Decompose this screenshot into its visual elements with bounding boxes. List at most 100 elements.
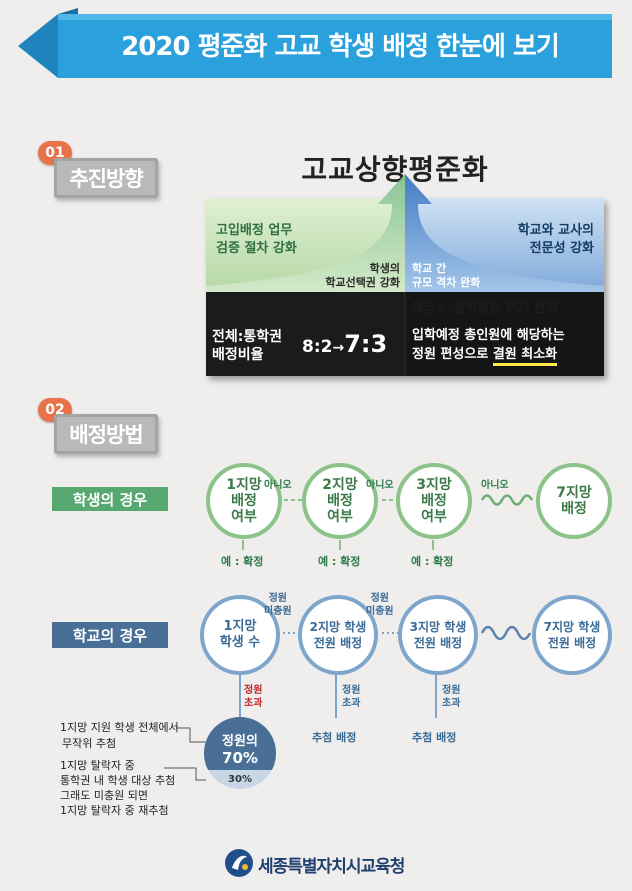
lottery-2: 추첨 배정: [312, 731, 357, 744]
left-header-line-2: 검증 절차 강화: [216, 241, 297, 256]
choice-from-number: 3: [300, 298, 311, 316]
under-1-line-1: 정원: [268, 593, 287, 604]
school-step-7-line-2: 전원 배정: [547, 636, 597, 650]
student-no-1: 아니오: [264, 480, 292, 491]
note-b: 1지망 탈락자 중 통학권 내 학생 대상 추첨 그래도 미충원 되면 1지망 …: [60, 758, 175, 818]
school-step-1-line-1: 1지망: [223, 619, 257, 634]
student-step-1-line-2: 배정: [231, 493, 257, 509]
school-step-2-line-2: 전원 배정: [313, 636, 363, 650]
left-sub-line-2: 학교선택권 강화: [325, 276, 400, 289]
student-case-label: 학생의 경우: [52, 487, 168, 511]
over-2-line-2: 초과: [342, 698, 361, 709]
direction-panel-graphic: [206, 174, 604, 376]
over-3-line-1: 정원: [442, 685, 461, 696]
vacancy-line-2a: 정원 편성으로: [412, 347, 493, 362]
ratio-arrow: →: [332, 340, 345, 356]
note-b-line-3: 그래도 미충원 되면: [60, 789, 148, 802]
student-choice-change: 3지망→7지망: [300, 290, 404, 318]
ratio-label-line-1: 전체:통학권: [212, 329, 282, 345]
choice-to-unit: 지망: [356, 304, 375, 315]
note-b-line-1: 1지망 탈락자 중: [60, 759, 135, 772]
right-sub-note: 학교 간 규모 격차 완화: [412, 262, 480, 290]
flow-connectors: [164, 494, 534, 781]
pie-label-line-2: 70%: [222, 749, 258, 767]
pie-label: 정원의 70%: [203, 733, 277, 767]
student-step-2-line-1: 2지망: [322, 477, 358, 493]
lottery-3: 추첨 배정: [412, 731, 457, 744]
left-header-line-1: 고입배정 업무: [216, 223, 293, 238]
right-header-line-1: 학교와 교사의: [517, 223, 594, 238]
note-b-line-2: 통학권 내 학생 대상 추첨: [60, 774, 176, 787]
student-step-2: 2지망 배정 여부: [302, 463, 378, 539]
over-3-line-2: 초과: [442, 698, 461, 709]
section-1-label: 추진방향: [54, 158, 158, 198]
student-no-2: 아니오: [366, 480, 394, 491]
left-sub-note: 학생의 학교선택권 강화: [300, 262, 400, 290]
vacancy-line-2: 정원 편성으로 결원 최소화: [412, 345, 565, 366]
education-office-logo-icon: [225, 849, 253, 877]
student-step-3: 3지망 배정 여부: [396, 463, 472, 539]
ratio-from: 8:2: [302, 337, 333, 357]
class-size-balance: 학급수·입학정원 편차 완화: [412, 301, 558, 316]
school-step-7-line-1: 7지망 학생: [543, 620, 601, 634]
left-direction-header: 고입배정 업무 검증 절차 강화: [216, 222, 297, 258]
student-step-7: 7지망 배정: [536, 463, 612, 539]
right-header-line-2: 전문성 강화: [529, 241, 594, 256]
student-step-1-line-3: 여부: [231, 509, 257, 525]
student-step-2-line-2: 배정: [327, 493, 353, 509]
vacancy-highlight: 결원 최소화: [492, 347, 558, 366]
choice-to-number: 7: [339, 290, 357, 318]
student-step-3-line-2: 배정: [421, 493, 447, 509]
footer-org: 세종특별자치시교육청: [258, 857, 405, 877]
student-step-3-line-1: 3지망: [416, 477, 452, 493]
school-step-3-line-2: 전원 배정: [413, 636, 463, 650]
school-step-1: 1지망 학생 수: [200, 595, 280, 675]
over-2-line-1: 정원: [342, 685, 361, 696]
quota-pie: [203, 717, 277, 789]
student-step-7-line-1: 7지망: [556, 485, 592, 501]
student-step-1-line-1: 1지망: [226, 477, 262, 493]
student-step-1: 1지망 배정 여부: [206, 463, 282, 539]
student-step-3-line-3: 여부: [421, 509, 447, 525]
title-banner-shape: [18, 8, 612, 78]
student-yes-2: 예 : 확정: [318, 555, 361, 568]
student-step-7-line-2: 배정: [561, 501, 587, 517]
ratio-change: 8:2→7:3: [302, 330, 387, 358]
right-sub-line-1: 학교 간: [412, 262, 447, 275]
right-sub-line-2: 규모 격차 완화: [412, 276, 481, 289]
page-title: 2020 평준화 고교 학생 배정 한눈에 보기: [121, 31, 560, 62]
student-yes-1: 예 : 확정: [221, 555, 264, 568]
section-1-number: 01: [38, 141, 72, 165]
pie-small-label: 30%: [228, 774, 252, 785]
over-1-line-1: 정원: [244, 685, 263, 696]
school-step-2: 2지망 학생 전원 배정: [298, 595, 378, 675]
under-2-line-1: 정원: [370, 593, 389, 604]
over-1-line-2: 초과: [244, 698, 263, 709]
choice-from-unit: 지망: [310, 304, 329, 315]
school-step-3-line-1: 3지망 학생: [409, 620, 467, 634]
note-b-line-4: 1지망 탈락자 중 재추첨: [60, 804, 169, 817]
student-yes-3: 예 : 확정: [411, 555, 454, 568]
student-step-2-line-3: 여부: [327, 509, 353, 525]
vacancy-line-1: 입학예정 총인원에 해당하는: [412, 328, 565, 343]
choice-arrow: →: [328, 301, 340, 316]
pie-label-line-1: 정원의: [222, 734, 258, 749]
under-1-line-2: 미충원: [264, 606, 292, 617]
note-a: 1지망 지원 학생 전체에서 무작위 추첨: [60, 720, 179, 752]
under-2-line-2: 미충원: [366, 606, 394, 617]
school-case-label: 학교의 경우: [52, 622, 168, 648]
section-2-label: 배정방법: [54, 414, 158, 454]
note-a-line-2: 무작위 추첨: [62, 737, 117, 750]
vacancy-minimize: 입학예정 총인원에 해당하는 정원 편성으로 결원 최소화: [412, 326, 565, 366]
ratio-label: 전체:통학권 배정비율: [212, 328, 282, 364]
school-step-1-line-2: 학생 수: [219, 635, 261, 650]
student-no-3: 아니오: [481, 480, 509, 491]
student-choice-label: 학생지망: [212, 300, 264, 316]
